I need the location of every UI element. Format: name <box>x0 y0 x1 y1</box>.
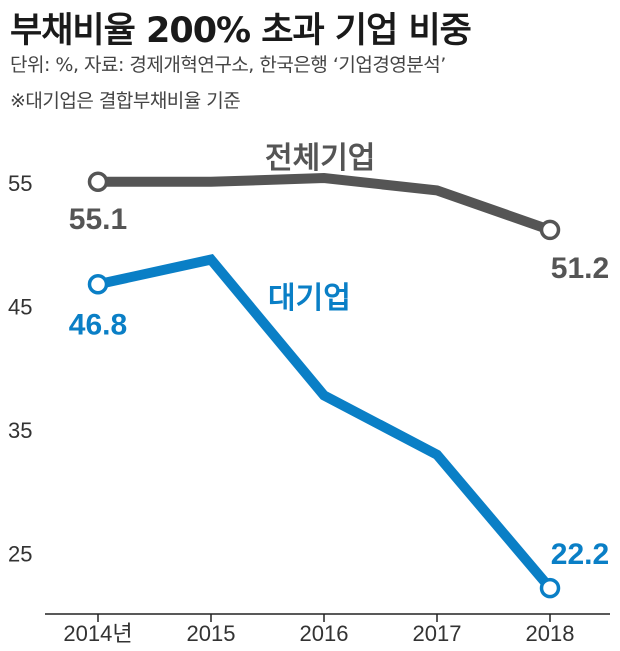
data-label: 46.8 <box>69 308 127 341</box>
x-tick-label: 2016 <box>300 621 349 646</box>
data-point-marker <box>539 577 561 599</box>
y-tick-label: 25 <box>8 542 32 567</box>
chart-subtitle: 단위: %, 자료: 경제개혁연구소, 한국은행 ‘기업경영분석’ <box>10 54 446 76</box>
chart-title: 부채비율 200% 초과 기업 비중 <box>10 11 472 51</box>
chart-note: ※대기업은 결합부채비율 기준 <box>10 90 241 112</box>
series-label: 대기업 <box>268 281 351 316</box>
x-tick-label: 2015 <box>187 621 236 646</box>
data-label: 51.2 <box>551 252 609 285</box>
data-point-marker <box>87 274 109 295</box>
x-tick-label: 2018 <box>526 621 575 646</box>
series-label: 전체기업 <box>265 141 375 176</box>
data-label: 22.2 <box>551 538 609 571</box>
data-point-marker <box>539 219 561 241</box>
y-tick-label: 35 <box>8 418 32 443</box>
x-tick-label: 2017 <box>413 621 462 646</box>
y-tick-label: 55 <box>8 171 32 196</box>
series-line <box>96 254 554 592</box>
x-tick-label: 2014년 <box>63 621 132 646</box>
data-label: 55.1 <box>69 203 127 236</box>
y-tick-label: 45 <box>8 295 32 320</box>
series-line <box>98 173 552 235</box>
data-point-marker <box>87 171 109 193</box>
